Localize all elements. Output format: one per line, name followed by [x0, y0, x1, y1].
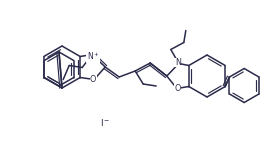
Text: O: O: [90, 75, 96, 84]
Text: N: N: [175, 58, 181, 67]
Text: O: O: [174, 84, 181, 93]
Text: N$^+$: N$^+$: [87, 51, 99, 62]
Text: I$^-$: I$^-$: [100, 117, 110, 127]
